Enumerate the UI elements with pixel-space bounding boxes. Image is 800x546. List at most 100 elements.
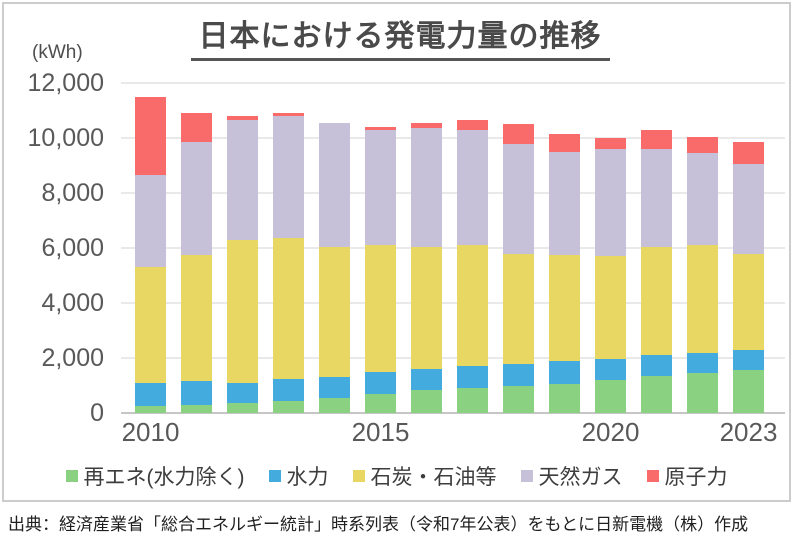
bar-segment [641,375,672,413]
bar-segment [135,96,166,176]
bar-segment [549,254,580,361]
legend-item: 原子力 [646,461,728,491]
y-tick-label: 2,000 [41,344,104,372]
bar-segment [641,246,672,356]
bar-segment [503,143,534,254]
bar-segment [365,245,396,372]
gridline [121,137,785,139]
bar-segment [595,359,626,380]
legend-item: 天然ガス [520,461,623,491]
bar-segment [595,138,626,149]
bar-segment [457,366,488,389]
x-axis-line [121,412,785,414]
gridline [121,247,785,249]
gridline [121,302,785,304]
legend-swatch-icon [352,470,365,482]
bar-segment [549,151,580,255]
bar-segment [733,370,764,413]
bar-segment [273,113,304,116]
legend-item: 再エネ(水力除く) [65,461,245,491]
legend-label: 再エネ(水力除く) [83,466,245,489]
bar-segment [181,381,212,405]
bar-2018 [503,124,534,413]
bar-segment [365,127,396,130]
bar-segment [687,136,718,154]
legend-item: 石炭・石油等 [352,461,497,491]
bar-segment [549,384,580,413]
bar-segment [503,385,534,413]
bar-2016 [411,122,442,413]
bar-segment [503,124,534,144]
bar-segment [733,142,764,165]
legend-label: 水力 [286,466,329,489]
bar-segment [273,116,304,239]
bar-segment [227,382,258,404]
bar-segment [549,133,580,152]
legend-label: 原子力 [664,466,728,489]
legend-label: 石炭・石油等 [370,466,497,489]
bar-segment [733,164,764,254]
bar-segment [365,393,396,413]
bar-segment [457,245,488,367]
bar-segment [365,371,396,394]
bar-segment [411,122,442,129]
plot-area [121,82,785,414]
bar-2019 [549,133,580,413]
bar-2012 [227,116,258,413]
bar-segment [687,352,718,374]
x-tick-label: 2010 [121,417,180,447]
bar-segment [687,245,718,353]
gridline [121,357,785,359]
bar-segment [411,389,442,413]
chart-title-row: 日本における発電力量の推移 [0,11,800,61]
legend-swatch-icon [520,470,533,482]
bar-segment [227,239,258,383]
legend-label: 天然ガス [538,466,623,489]
source-note: 出典：経済産業省「総合エネルギー統計」時系列表（令和7年公表）をもとに日新電機（… [8,515,749,534]
x-tick-label: 2020 [581,417,640,447]
bar-segment [641,129,672,149]
bar-segment [687,373,718,413]
y-tick-label: 0 [90,399,104,427]
bar-segment [181,142,212,255]
legend-swatch-icon [268,470,281,482]
bar-segment [319,122,350,247]
bar-segment [595,256,626,360]
bar-segment [503,253,534,364]
legend-item: 水力 [268,461,329,491]
bar-segment [319,397,350,413]
bar-2011 [181,113,212,413]
bar-segment [319,377,350,398]
bar-segment [227,120,258,240]
bar-segment [549,360,580,385]
y-axis-unit-label: (kWh) [32,42,83,63]
bar-segment [365,129,396,246]
bar-segment [181,404,212,413]
bar-segment [411,128,442,247]
bar-segment [135,406,166,413]
bar-segment [273,378,304,401]
legend: 再エネ(水力除く) 水力 石炭・石油等 天然ガス 原子力 [2,461,791,491]
bar-segment [457,129,488,246]
y-tick-label: 10,000 [27,124,104,152]
bar-segment [227,116,258,121]
bar-2014 [319,122,350,413]
bar-segment [181,254,212,382]
bar-segment [733,349,764,371]
chart-title: 日本における発電力量の推移 [190,11,610,61]
bar-segment [641,149,672,247]
legend-swatch-icon [646,470,659,482]
bar-2020 [595,138,626,413]
bar-segment [411,246,442,369]
bar-2022 [687,136,718,413]
bar-2013 [273,113,304,413]
y-tick-label: 12,000 [27,69,104,97]
bar-segment [641,355,672,376]
bar-segment [273,400,304,413]
bar-segment [457,120,488,130]
bar-segment [595,380,626,413]
legend-swatch-icon [65,470,78,482]
bar-2010 [135,96,166,413]
bar-segment [135,175,166,268]
y-tick-label: 6,000 [41,234,104,262]
